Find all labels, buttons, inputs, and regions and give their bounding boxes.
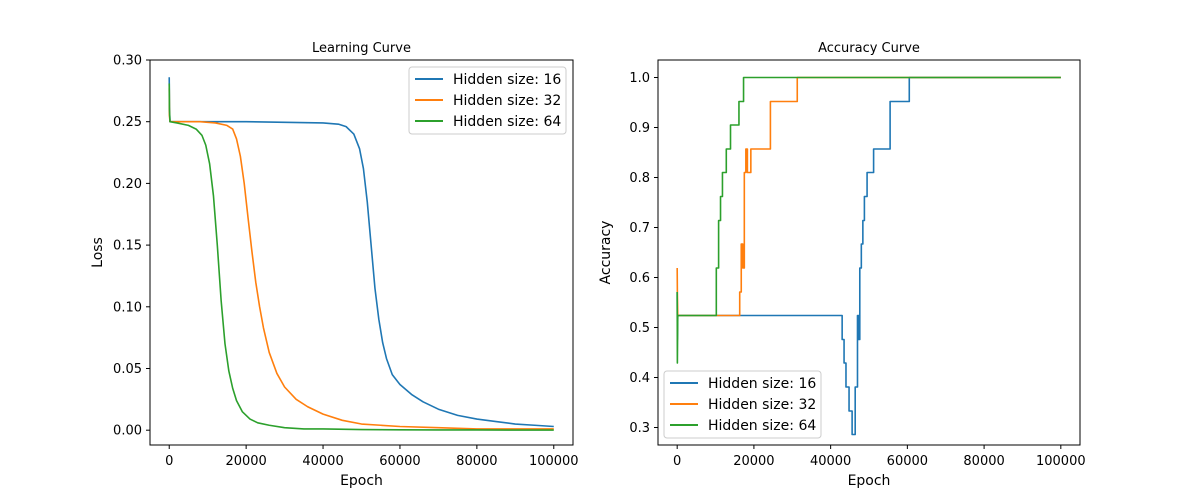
learning-y-tick-label: 0.30 <box>113 54 142 69</box>
learning-x-tick-label: 20000 <box>225 454 266 469</box>
accuracy-y-tick-label: 0.5 <box>629 321 650 336</box>
learning-y-tick-label: 0.25 <box>113 115 142 130</box>
accuracy-series-line-hidden-64 <box>676 76 1061 364</box>
learning-y-tick-label: 0.10 <box>113 300 142 315</box>
accuracy-legend-label-hidden-32: Hidden size: 32 <box>708 397 816 413</box>
learning-axes-frame <box>149 59 574 446</box>
learning-legend-label-hidden-32: Hidden size: 32 <box>453 93 561 109</box>
accuracy-series-line-hidden-32 <box>676 76 1061 317</box>
learning-legend-box <box>408 66 567 135</box>
accuracy-y-tick-label: 0.3 <box>629 421 650 436</box>
learning-legend-label-hidden-64: Hidden size: 64 <box>453 114 561 130</box>
accuracy-y-tick-label: 0.8 <box>629 171 650 186</box>
accuracy-x-tick-label: 20000 <box>733 454 774 469</box>
learning-x-tick-label: 60000 <box>379 454 420 469</box>
learning-x-tick-label: 100000 <box>529 454 579 469</box>
accuracy-x-tick-label: 0 <box>673 454 681 469</box>
learning-series-line-hidden-16 <box>168 77 554 428</box>
learning-series-line-hidden-32 <box>168 88 554 430</box>
accuracy-y-tick-label: 0.4 <box>629 371 650 386</box>
accuracy-x-tick-label: 40000 <box>810 454 851 469</box>
accuracy-y-tick-label: 0.9 <box>629 121 650 136</box>
accuracy-x-axis-label: Epoch <box>848 473 891 489</box>
learning-y-tick-label: 0.20 <box>113 177 142 192</box>
learning-x-tick-label: 80000 <box>456 454 497 469</box>
learning-x-tick-label: 0 <box>165 454 173 469</box>
accuracy-y-axis-label: Accuracy <box>598 221 614 285</box>
learning-chart-title: Learning Curve <box>312 41 411 56</box>
learning-series-line-hidden-64 <box>168 83 554 431</box>
accuracy-legend: Hidden size: 16 Hidden size: 32 Hidden siz… <box>663 370 822 439</box>
accuracy-x-tick-label: 100000 <box>1036 454 1086 469</box>
accuracy-x-tick-label: 80000 <box>963 454 1004 469</box>
accuracy-series-line-hidden-16 <box>676 76 1061 436</box>
accuracy-y-tick-label: 0.6 <box>629 271 650 286</box>
learning-legend-label-hidden-16: Hidden size: 16 <box>453 72 561 88</box>
accuracy-x-tick-label: 60000 <box>887 454 928 469</box>
learning-x-axis-label: Epoch <box>340 473 383 489</box>
learning-y-tick-label: 0.15 <box>113 239 142 254</box>
accuracy-legend-box <box>663 370 822 439</box>
learning-x-tick-label: 40000 <box>302 454 343 469</box>
accuracy-legend-label-hidden-64: Hidden size: 64 <box>708 418 816 434</box>
learning-legend: Hidden size: 16 Hidden size: 32 Hidden siz… <box>408 66 567 135</box>
accuracy-legend-label-hidden-16: Hidden size: 16 <box>708 376 816 392</box>
learning-y-tick-label: 0.00 <box>113 424 142 439</box>
accuracy-curve-panel: 0 20000 40000 60000 80000 100000 0.3 0.4 0.5 0.6 0… <box>598 41 1086 489</box>
learning-y-tick-label: 0.05 <box>113 362 142 377</box>
accuracy-chart-title: Accuracy Curve <box>818 41 920 56</box>
accuracy-y-tick-label: 0.7 <box>629 221 650 236</box>
learning-y-axis-label: Loss <box>90 237 106 268</box>
accuracy-axes-frame <box>657 59 1081 446</box>
accuracy-y-tick-label: 1.0 <box>629 71 650 86</box>
learning-curve-panel: 0 20000 40000 60000 80000 100000 0.00 0.05 0.10 0… <box>90 41 579 489</box>
